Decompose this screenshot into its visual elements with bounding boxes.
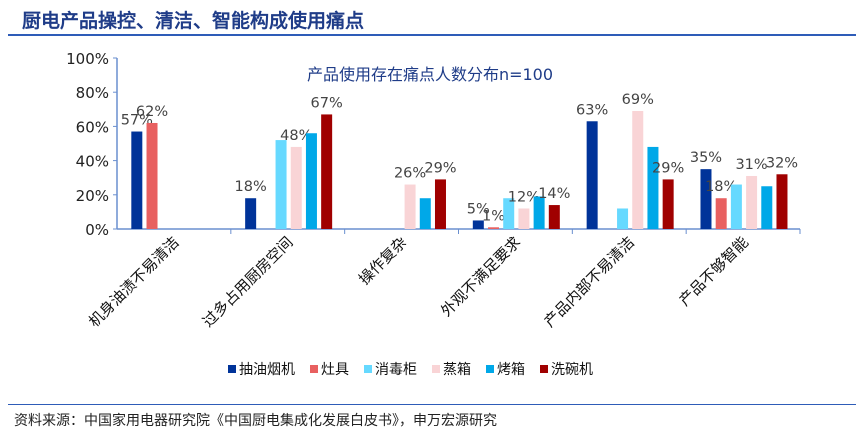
bar-烤箱 (761, 186, 773, 229)
legend-swatch (486, 365, 494, 373)
footer-divider (8, 404, 856, 405)
bar-蒸箱 (632, 111, 644, 229)
legend-label: 消毒柜 (375, 362, 417, 378)
x-tick-label: 产品不够智能 (676, 233, 752, 309)
data-label: 67% (311, 95, 343, 111)
bar-抽油烟机 (700, 169, 712, 229)
y-tick-label: 60% (76, 118, 109, 136)
legend-label: 蒸箱 (443, 362, 471, 378)
bar-洗碗机 (776, 174, 788, 229)
data-label: 35% (690, 150, 722, 166)
bar-抽油烟机 (586, 121, 598, 229)
data-label: 69% (622, 92, 654, 108)
x-tick-label: 机身油渍不易清洁 (85, 233, 183, 331)
legend-label: 洗碗机 (551, 362, 593, 378)
chart-title: 产品使用存在痛点人数分布n=100 (307, 65, 553, 84)
legend-swatch (364, 365, 372, 373)
data-label: 63% (576, 102, 608, 118)
legend-swatch (432, 365, 440, 373)
bar-洗碗机 (321, 114, 333, 229)
y-tick-label: 80% (76, 84, 109, 102)
bar-蒸箱 (518, 208, 530, 229)
x-tick-label: 外观不满足要求 (437, 233, 524, 320)
bar-蒸箱 (404, 184, 416, 229)
data-label: 29% (424, 160, 456, 176)
data-label: 18% (235, 179, 267, 195)
y-tick-label: 40% (76, 153, 109, 171)
x-tick-label: 操作复杂 (355, 233, 410, 288)
x-tick-label: 产品内部不易清洁 (540, 233, 638, 331)
bar-抽油烟机 (131, 131, 143, 229)
data-label: 48% (280, 128, 312, 144)
bar-消毒柜 (617, 208, 629, 229)
data-label: 26% (394, 166, 426, 182)
data-label: 14% (538, 186, 570, 202)
data-label: 32% (766, 155, 798, 171)
bar-洗碗机 (662, 179, 674, 229)
bar-蒸箱 (746, 175, 758, 229)
y-tick-label: 0% (85, 221, 109, 239)
y-tick-label: 20% (76, 187, 109, 205)
bar-洗碗机 (548, 205, 560, 229)
data-label: 57% (121, 113, 153, 129)
bar-消毒柜 (503, 198, 515, 229)
bar-烤箱 (533, 196, 545, 229)
source-note: 资料来源：中国家用电器研究院《中国厨电集成化发展白皮书》，申万宏源研究 (14, 413, 497, 429)
bar-灶具 (146, 122, 158, 229)
data-label: 29% (652, 160, 684, 176)
bar-灶具 (488, 227, 500, 229)
legend-swatch (540, 365, 548, 373)
bar-蒸箱 (290, 146, 302, 229)
legend-swatch (228, 365, 236, 373)
data-label: 12% (508, 189, 540, 205)
title-divider (8, 34, 856, 36)
data-label: 31% (735, 157, 767, 173)
data-label: 5% (467, 201, 490, 217)
bar-洗碗机 (434, 179, 446, 229)
page-title: 厨电产品操控、清洁、智能构成使用痛点 (22, 10, 365, 32)
bar-抽油烟机 (245, 198, 257, 229)
legend-label: 烤箱 (497, 362, 525, 378)
bar-烤箱 (419, 198, 431, 229)
legend-swatch (310, 365, 318, 373)
x-tick-label: 过多占用厨房空间 (199, 233, 297, 331)
bar-烤箱 (305, 133, 317, 229)
bar-消毒柜 (730, 184, 742, 229)
bar-抽油烟机 (472, 220, 484, 229)
legend-label: 灶具 (321, 362, 349, 378)
y-tick-label: 100% (66, 50, 109, 68)
legend-label: 抽油烟机 (239, 362, 295, 378)
bar-灶具 (715, 198, 727, 229)
bar-消毒柜 (275, 140, 287, 229)
data-label: 18% (705, 179, 737, 195)
data-label: 62% (136, 104, 168, 120)
data-label: 1% (482, 208, 505, 224)
bar-烤箱 (647, 146, 659, 229)
